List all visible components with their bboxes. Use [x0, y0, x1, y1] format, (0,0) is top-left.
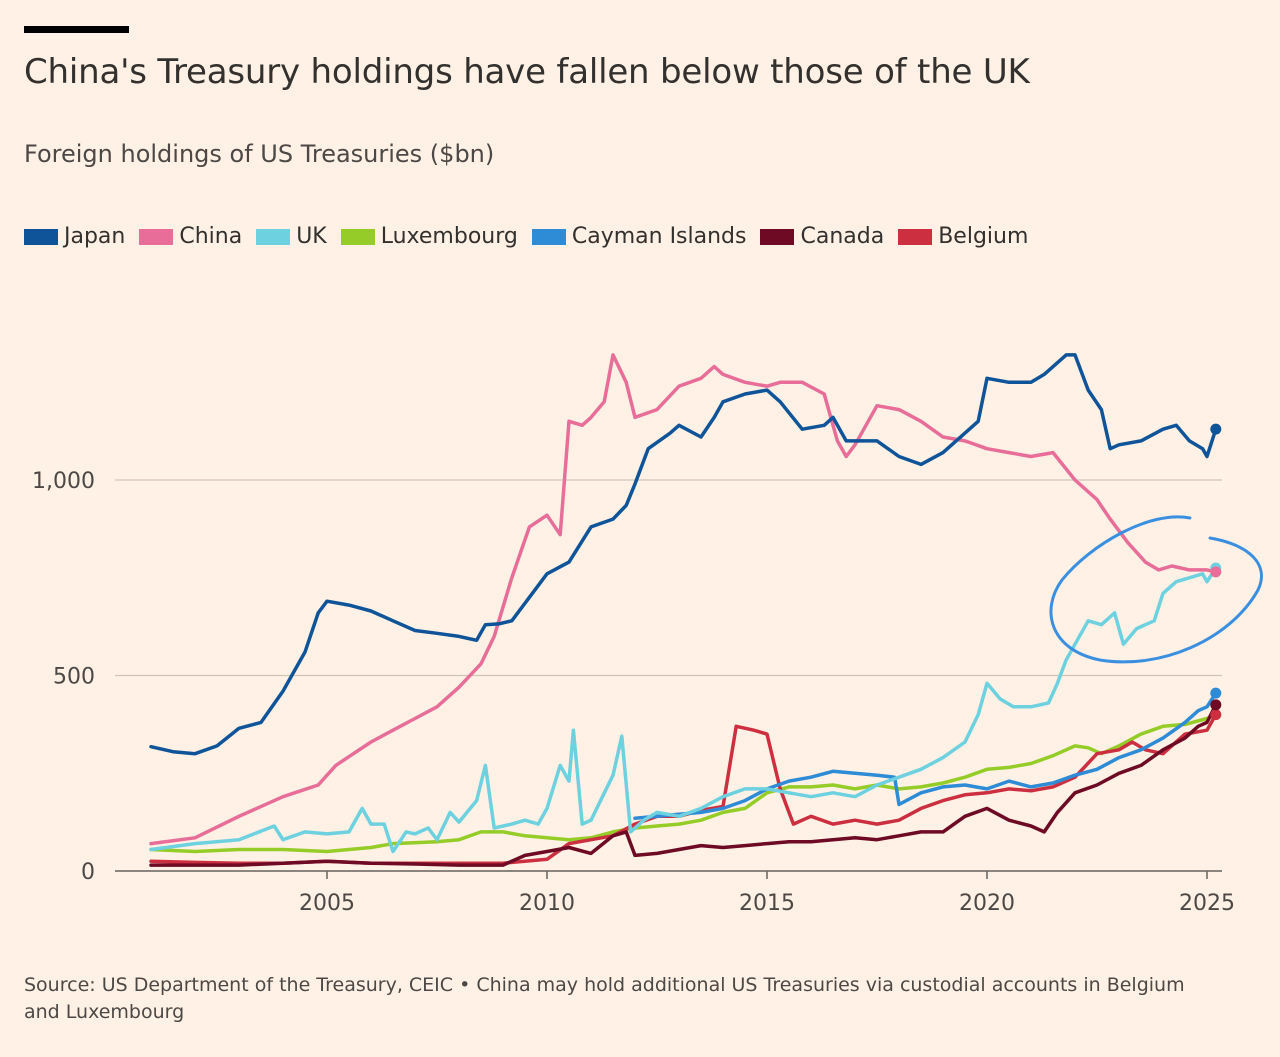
annotation-ellipse [1049, 515, 1263, 664]
y-tick-label: 500 [53, 665, 95, 690]
x-tick-label: 2005 [299, 891, 355, 916]
legend-label: Belgium [938, 224, 1029, 249]
x-axis: 2005 2010 2015 2020 2025 [299, 871, 1235, 916]
legend-swatch [340, 228, 375, 245]
legend-swatch [24, 228, 58, 245]
end-marker-japan [1210, 423, 1222, 435]
y-tick-label: 1,000 [32, 469, 95, 494]
legend-item-japan: Japan [24, 224, 125, 249]
chart-title: China's Treasury holdings have fallen be… [24, 52, 1030, 92]
legend-item-china: China [139, 224, 242, 249]
legend-item-uk: UK [256, 224, 327, 249]
legend-swatch [139, 228, 174, 245]
legend-label: UK [296, 224, 327, 249]
chart-subtitle: Foreign holdings of US Treasuries ($bn) [24, 140, 495, 168]
series-line-cayman-islands [633, 691, 1218, 820]
end-marker-belgium [1210, 709, 1222, 721]
legend-swatch [898, 228, 933, 245]
y-axis: 0 500 1,000 [32, 469, 95, 885]
legend-item-belgium: Belgium [898, 224, 1028, 249]
end-marker-cayman-islands [1210, 687, 1222, 699]
series-line-uk [149, 566, 1218, 854]
x-tick-label: 2015 [739, 891, 795, 916]
x-tick-label: 2020 [959, 891, 1015, 916]
end-marker-china [1210, 566, 1222, 578]
series-line-japan [149, 353, 1218, 756]
series-line-belgium [149, 712, 1218, 865]
y-tick-label: 0 [81, 860, 95, 885]
brand-bar [24, 26, 129, 33]
legend-label: Cayman Islands [571, 224, 747, 249]
series-line-canada [149, 703, 1218, 867]
series-line-luxembourg [149, 712, 1218, 854]
end-markers [1210, 423, 1222, 721]
gridlines [115, 479, 1222, 872]
legend-item-luxembourg: Luxembourg [340, 224, 518, 249]
legend: Japan China UK Luxembourg Cayman Islands… [24, 224, 1042, 249]
legend-label: China [179, 224, 243, 249]
legend-label: Japan [64, 224, 126, 249]
legend-label: Canada [800, 224, 885, 249]
legend-swatch [531, 228, 566, 245]
legend-item-canada: Canada [760, 224, 884, 249]
x-tick-label: 2025 [1179, 891, 1235, 916]
source-footnote: Source: US Department of the Treasury, C… [24, 974, 1185, 1023]
series-line-china [149, 353, 1218, 846]
legend-item-cayman-islands: Cayman Islands [531, 224, 747, 249]
legend-label: Luxembourg [380, 224, 518, 249]
legend-swatch [760, 228, 795, 245]
x-tick-label: 2010 [519, 891, 575, 916]
end-marker-canada [1210, 699, 1222, 711]
legend-swatch [256, 228, 291, 245]
series-lines [149, 353, 1218, 867]
